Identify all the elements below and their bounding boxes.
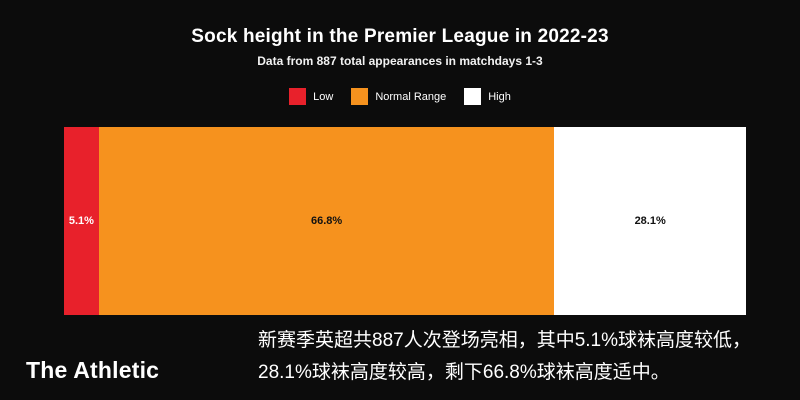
legend-item-low: Low: [289, 88, 333, 105]
brand-logo: The Athletic: [26, 357, 160, 383]
bar-segment-high: 28.1%: [554, 127, 746, 315]
chart-subtitle: Data from 887 total appearances in match…: [257, 54, 543, 68]
legend-swatch-normal-range-icon: [351, 88, 369, 105]
legend-swatch-high-icon: [464, 88, 482, 105]
legend: Low Normal Range High: [0, 88, 800, 105]
legend-label-high: High: [488, 90, 511, 103]
bar-segment-low-value: 5.1%: [68, 215, 94, 227]
bar-segment-normal-range-value: 66.8%: [310, 215, 343, 227]
legend-swatch-low-icon: [289, 88, 307, 105]
bar-segment-low: 5.1%: [64, 127, 99, 315]
annotation-text: 新赛季英超共887人次登场亮相，其中5.1%球袜高度较低，28.1%球袜高度较高…: [258, 330, 752, 383]
legend-item-high: High: [464, 88, 511, 105]
legend-label-normal-range: Normal Range: [375, 90, 447, 103]
legend-item-normal-range: Normal Range: [351, 88, 446, 105]
stacked-bar: 5.1% 66.8% 28.1%: [64, 127, 746, 315]
bar-segment-normal-range: 66.8%: [98, 127, 555, 315]
chart-title: Sock height in the Premier League in 202…: [191, 26, 609, 47]
bar-segment-high-value: 28.1%: [634, 215, 666, 227]
legend-label-low: Low: [313, 90, 334, 103]
